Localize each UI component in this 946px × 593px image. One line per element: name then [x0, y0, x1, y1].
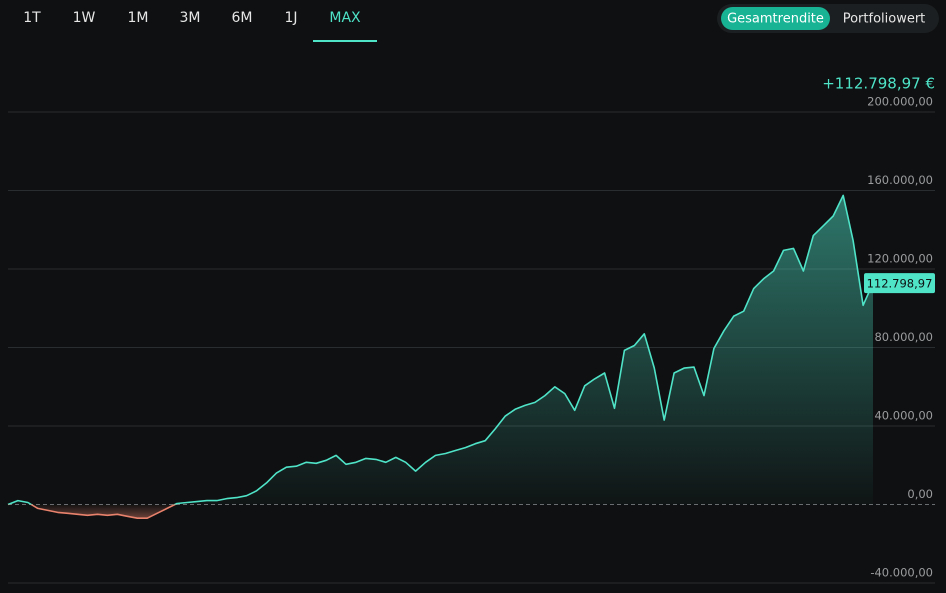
- tab[interactable]: 1M: [128, 10, 149, 26]
- tab[interactable]: 3M: [180, 10, 201, 26]
- headline: +112.798,97 €: [822, 75, 935, 93]
- toggle: Gesamtrendite Portfoliowert: [721, 7, 925, 30]
- tab[interactable]: 1W: [73, 10, 96, 26]
- tab[interactable]: MAX: [329, 10, 361, 26]
- y-tick-label: -40.000,00: [870, 566, 933, 580]
- plot: 112.798,97: [7, 194, 935, 519]
- y-tick-label: 0,00: [907, 487, 933, 501]
- toggle-active-bg: [721, 7, 830, 30]
- y-tick-label: 160.000,00: [867, 173, 933, 187]
- y-tick-label: 120.000,00: [867, 252, 933, 266]
- tab-underline: [313, 40, 377, 42]
- last-value-label: 112.798,97: [867, 277, 933, 291]
- toggle-option[interactable]: Gesamtrendite: [727, 12, 824, 27]
- y-tick-label: 200.000,00: [867, 95, 933, 109]
- line: [7, 194, 874, 519]
- area: [8, 195, 873, 519]
- tab-bar: 1T 1W 1M 3M 6M 1J MAX: [23, 10, 377, 42]
- y-tick-label: 80.000,00: [874, 330, 933, 344]
- toggle-option[interactable]: Portfoliowert: [843, 12, 926, 27]
- tab[interactable]: 6M: [232, 10, 253, 26]
- tab[interactable]: 1J: [284, 10, 297, 26]
- last-value-badge: [864, 273, 935, 294]
- tab[interactable]: 1T: [23, 10, 41, 26]
- y-tick-label: 40.000,00: [874, 409, 933, 423]
